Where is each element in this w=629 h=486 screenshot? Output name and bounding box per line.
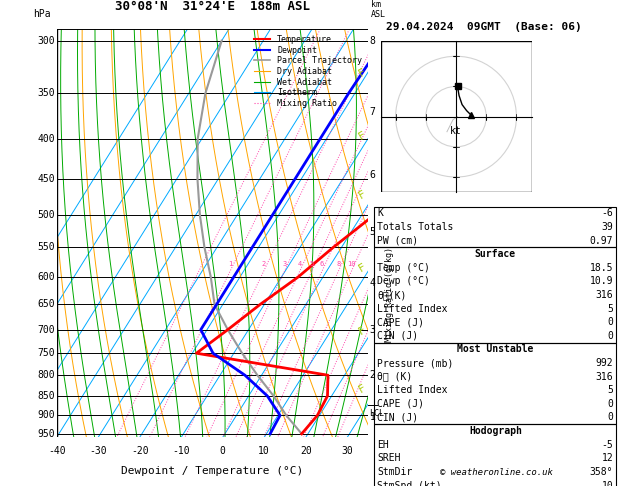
Text: -6: -6 [601, 208, 613, 218]
Text: 700: 700 [38, 325, 55, 335]
Text: Pressure (mb): Pressure (mb) [377, 358, 454, 368]
Text: 750: 750 [38, 348, 55, 358]
Text: 30: 30 [342, 446, 353, 455]
Text: CAPE (J): CAPE (J) [377, 317, 425, 327]
Text: 1: 1 [228, 261, 232, 267]
Text: 29.04.2024  09GMT  (Base: 06): 29.04.2024 09GMT (Base: 06) [386, 22, 582, 32]
Text: 850: 850 [38, 391, 55, 401]
Text: 18.5: 18.5 [590, 263, 613, 273]
Text: StmSpd (kt): StmSpd (kt) [377, 481, 442, 486]
Text: 0.97: 0.97 [590, 236, 613, 245]
Text: 1: 1 [369, 412, 376, 422]
Text: F: F [356, 67, 367, 79]
Text: F: F [356, 383, 367, 395]
Text: Temp (°C): Temp (°C) [377, 263, 430, 273]
Text: 0: 0 [220, 446, 226, 455]
Text: 500: 500 [38, 210, 55, 220]
Text: F: F [356, 261, 367, 273]
Text: 12: 12 [601, 453, 613, 463]
Text: 7: 7 [369, 107, 376, 117]
Text: -10: -10 [172, 446, 190, 455]
Text: CIN (J): CIN (J) [377, 331, 418, 341]
Text: Lifted Index: Lifted Index [377, 385, 448, 395]
Text: PW (cm): PW (cm) [377, 236, 418, 245]
Text: SREH: SREH [377, 453, 401, 463]
Text: 4: 4 [369, 278, 376, 288]
Text: -5: -5 [601, 440, 613, 450]
Text: 3: 3 [282, 261, 286, 267]
Text: -30: -30 [89, 446, 107, 455]
Text: 0: 0 [608, 413, 613, 422]
Text: 6: 6 [320, 261, 324, 267]
Text: 358°: 358° [590, 467, 613, 477]
Text: 5: 5 [309, 261, 314, 267]
Text: 10.9: 10.9 [590, 277, 613, 286]
Text: 4: 4 [298, 261, 302, 267]
Text: Lifted Index: Lifted Index [377, 304, 448, 313]
Text: 10: 10 [259, 446, 270, 455]
Text: 2: 2 [369, 370, 376, 380]
Text: 992: 992 [596, 358, 613, 368]
Text: Dewpoint / Temperature (°C): Dewpoint / Temperature (°C) [121, 466, 303, 476]
Text: 900: 900 [38, 410, 55, 420]
Text: Surface: Surface [475, 249, 516, 259]
Text: LCL: LCL [369, 409, 384, 418]
Text: © weatheronline.co.uk: © weatheronline.co.uk [440, 468, 554, 477]
Text: -40: -40 [48, 446, 65, 455]
Text: 8: 8 [369, 36, 376, 46]
Text: hPa: hPa [33, 9, 50, 19]
Text: Most Unstable: Most Unstable [457, 345, 533, 354]
Text: 10: 10 [347, 261, 355, 267]
Text: 5: 5 [608, 304, 613, 313]
Text: 450: 450 [38, 174, 55, 184]
Text: Mixing Ratio (g/kg): Mixing Ratio (g/kg) [385, 247, 394, 342]
Text: 0: 0 [608, 399, 613, 409]
Text: 39: 39 [601, 222, 613, 232]
Text: 6: 6 [369, 170, 376, 180]
Legend: Temperature, Dewpoint, Parcel Trajectory, Dry Adiabat, Wet Adiabat, Isotherm, Mi: Temperature, Dewpoint, Parcel Trajectory… [252, 34, 364, 110]
Text: CAPE (J): CAPE (J) [377, 399, 425, 409]
Text: F: F [356, 325, 367, 336]
X-axis label: kt: kt [450, 126, 462, 136]
Text: 8: 8 [336, 261, 340, 267]
Text: 650: 650 [38, 299, 55, 310]
Text: 400: 400 [38, 134, 55, 144]
Text: EH: EH [377, 440, 389, 450]
Text: F: F [356, 189, 367, 200]
Text: Hodograph: Hodograph [469, 426, 522, 436]
Text: 600: 600 [38, 272, 55, 282]
Text: 550: 550 [38, 243, 55, 252]
Text: 5: 5 [369, 226, 376, 237]
Text: 0: 0 [608, 317, 613, 327]
Text: 20: 20 [300, 446, 311, 455]
Text: 30°08'N  31°24'E  188m ASL: 30°08'N 31°24'E 188m ASL [114, 0, 310, 13]
Text: 300: 300 [38, 36, 55, 46]
Text: CIN (J): CIN (J) [377, 413, 418, 422]
Text: 316: 316 [596, 372, 613, 382]
Text: 950: 950 [38, 429, 55, 439]
Text: 5: 5 [608, 385, 613, 395]
Text: -20: -20 [131, 446, 148, 455]
Text: Totals Totals: Totals Totals [377, 222, 454, 232]
Text: 2: 2 [262, 261, 265, 267]
Text: StmDir: StmDir [377, 467, 413, 477]
Text: 316: 316 [596, 290, 613, 300]
Text: θᴇ(K): θᴇ(K) [377, 290, 407, 300]
Text: 3: 3 [369, 325, 376, 335]
Text: km
ASL: km ASL [371, 0, 386, 19]
Text: 350: 350 [38, 88, 55, 98]
Text: θᴇ (K): θᴇ (K) [377, 372, 413, 382]
Text: 0: 0 [608, 331, 613, 341]
Text: Dewp (°C): Dewp (°C) [377, 277, 430, 286]
Text: 10: 10 [601, 481, 613, 486]
Text: 800: 800 [38, 370, 55, 380]
Text: K: K [377, 208, 383, 218]
Text: F: F [356, 130, 367, 142]
